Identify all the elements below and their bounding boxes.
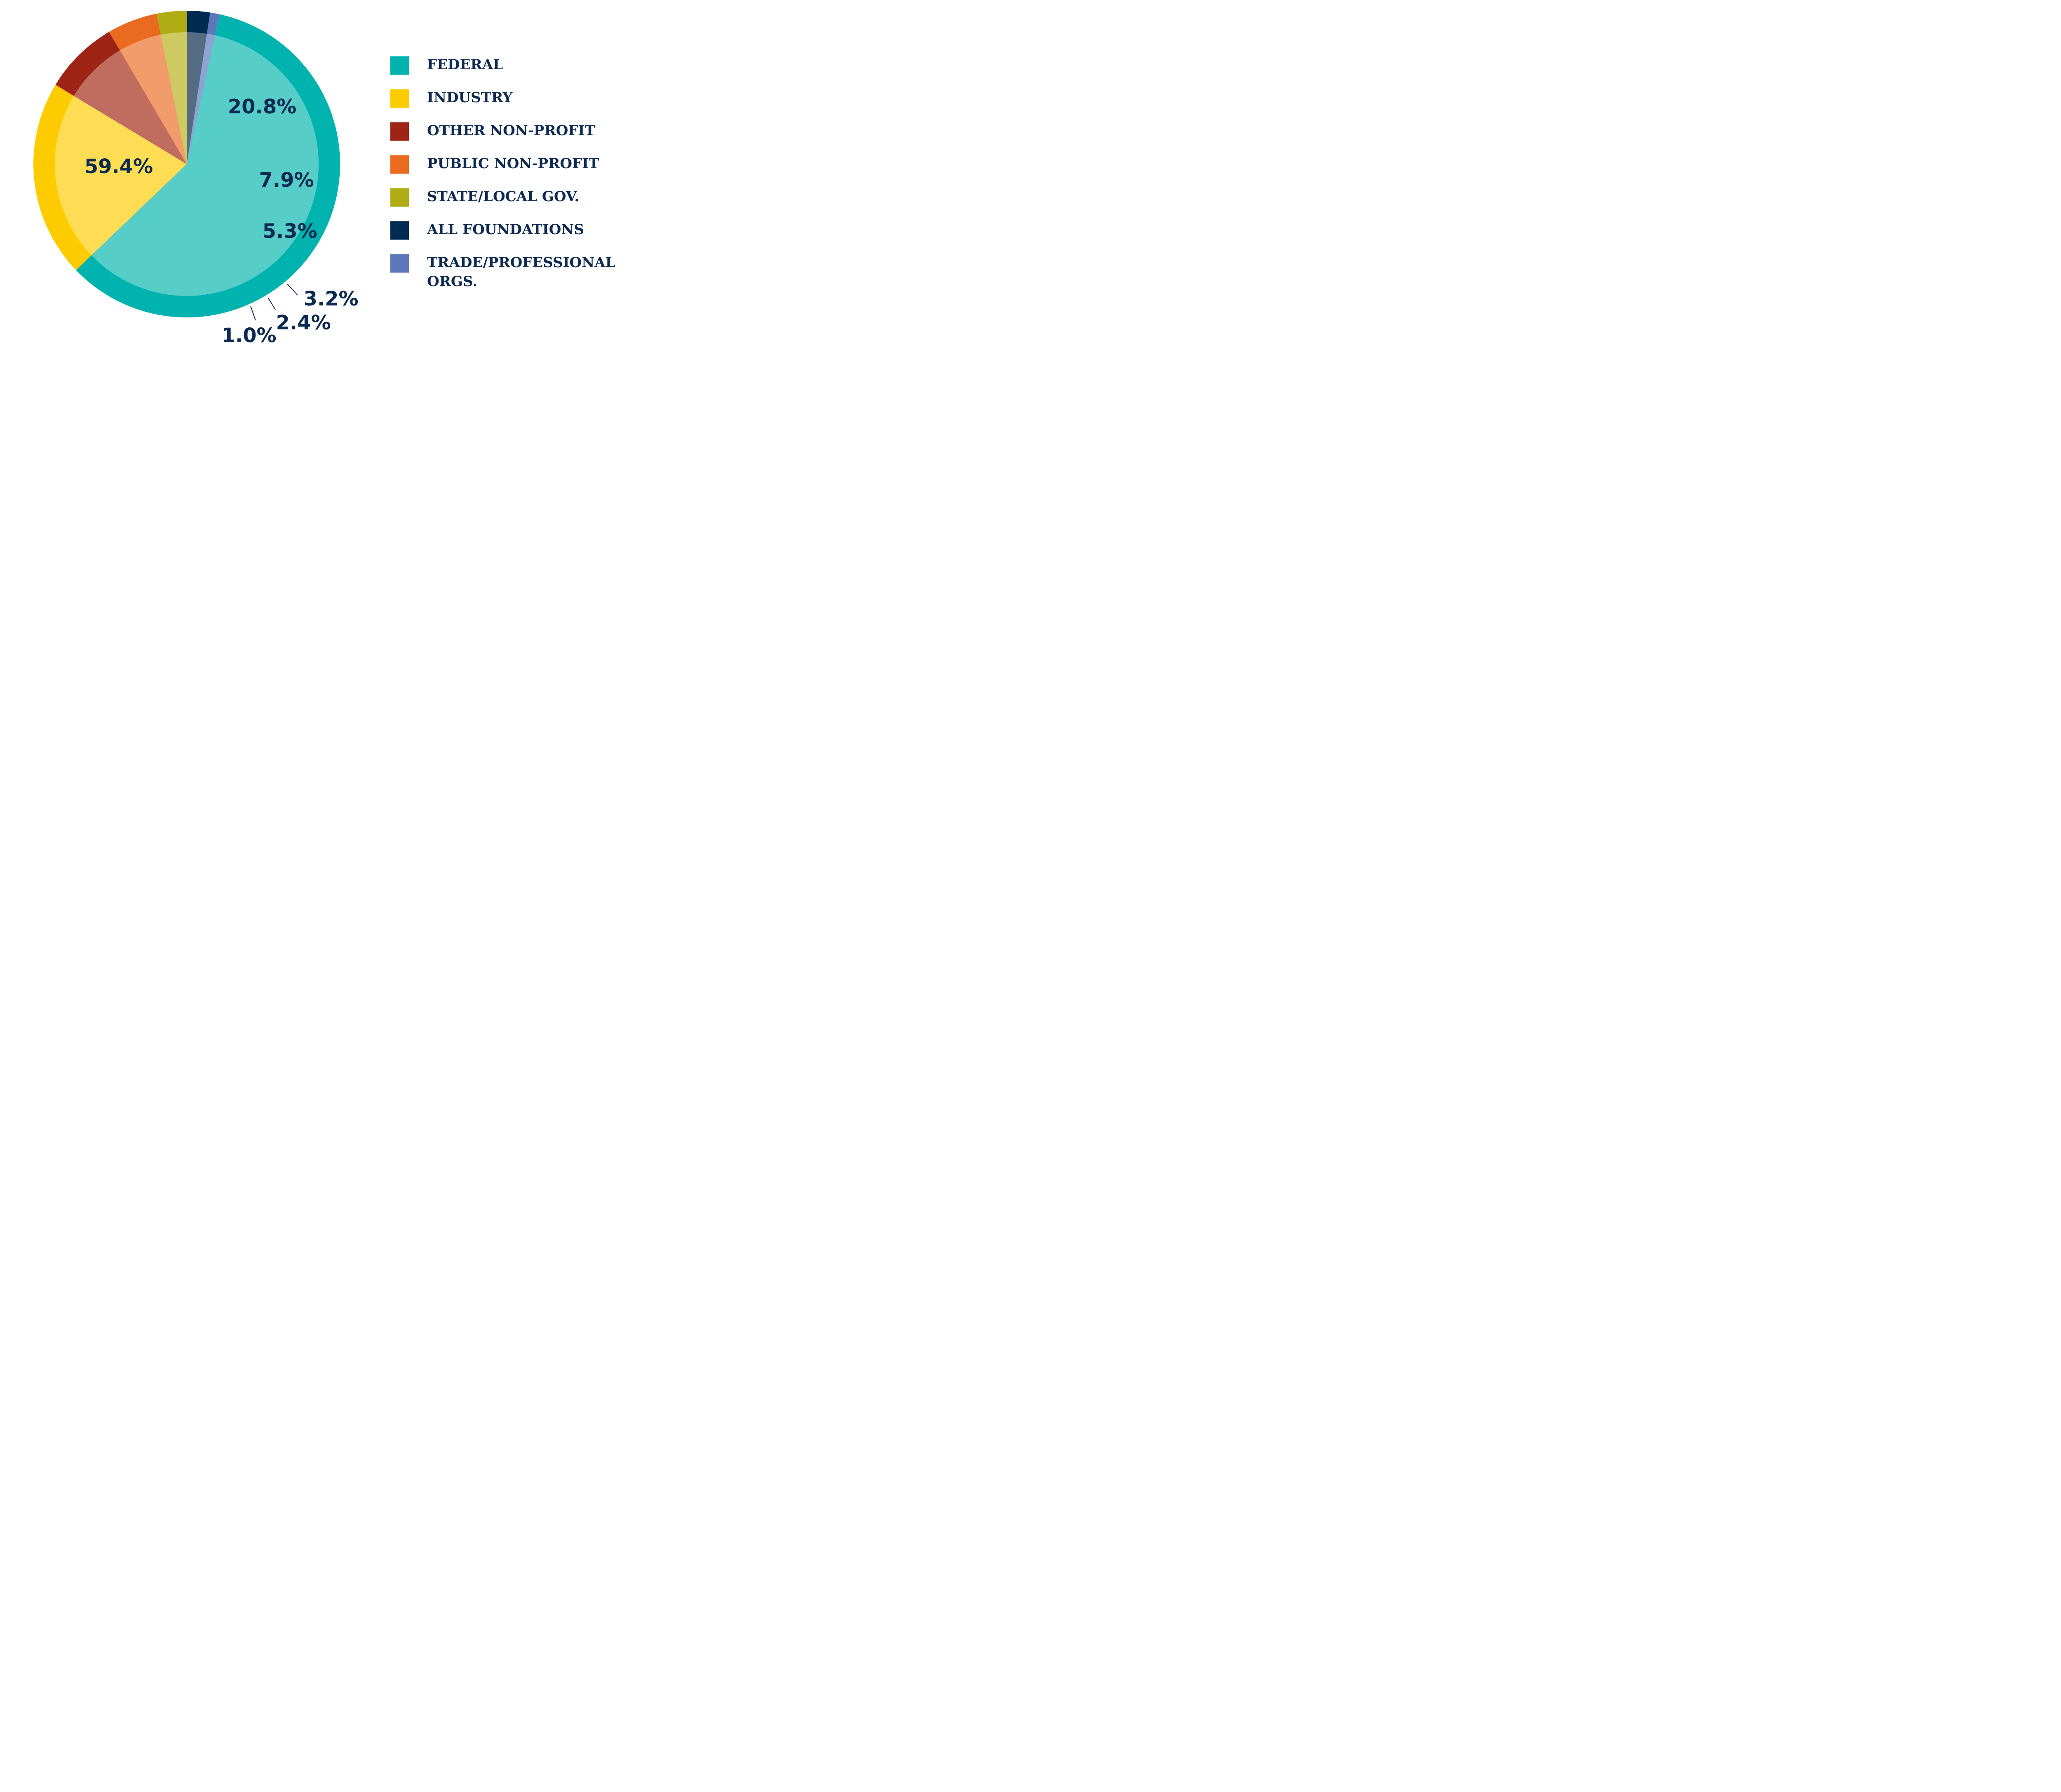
label-state-local-gov: 3.2% [303, 287, 358, 310]
legend-label-state-local-gov: STATE/LOCAL GOV. [427, 188, 579, 205]
legend-label-trade-professional-line2: ORGS. [427, 273, 477, 290]
label-other-non-profit: 7.9% [259, 169, 314, 192]
legend-swatch-state-local-gov [390, 188, 409, 207]
legend-swatch-trade-professional [390, 254, 409, 273]
leader-line-state-local-gov [287, 284, 298, 296]
slice-labels: 59.4% 20.8% 7.9% 5.3% 3.2%2.4%1.0% [85, 95, 359, 347]
legend-label-other-non-profit: OTHER NON-PROFIT [427, 122, 595, 139]
pie-slices [33, 10, 340, 318]
leader-line-trade-professional-orgs [250, 306, 256, 321]
slice-inner-state-local-gov [160, 32, 187, 164]
slice-inner-all-foundations [187, 32, 207, 164]
label-trade-professional-orgs: 1.0% [221, 324, 276, 347]
slice-inner-federal [91, 35, 319, 296]
slice-inner-industry [54, 96, 187, 256]
label-all-foundations: 2.4% [276, 311, 331, 334]
slice-inner-trade-professional-orgs [187, 33, 215, 164]
pie-chart: 59.4% 20.8% 7.9% 5.3% 3.2%2.4%1.0% FEDERAL IN… [33, 10, 615, 347]
label-public-non-profit: 5.3% [262, 220, 317, 243]
legend-label-public-non-profit: PUBLIC NON-PROFIT [427, 155, 599, 172]
slice-inner-public-non-profit [120, 35, 187, 164]
leader-line-all-foundations [268, 297, 276, 310]
legend-swatch-all-foundations [390, 221, 409, 240]
leader-lines [250, 284, 298, 321]
legend-swatch-other-non-profit [390, 122, 409, 141]
legend-label-industry: INDUSTRY [427, 89, 513, 106]
legend-label-trade-professional: TRADE/PROFESSIONAL [427, 254, 615, 271]
legend-label-all-foundations: ALL FOUNDATIONS [427, 221, 584, 238]
legend: FEDERAL INDUSTRY OTHER NON-PROFIT PUBLIC NO… [390, 56, 615, 290]
legend-swatch-federal [390, 56, 409, 75]
label-federal: 59.4% [85, 155, 153, 178]
label-industry: 20.8% [228, 95, 297, 118]
legend-swatch-industry [390, 89, 409, 108]
legend-swatch-public-non-profit [390, 155, 409, 174]
legend-label-federal: FEDERAL [427, 56, 503, 73]
slice-inner-other-non-profit [74, 50, 187, 164]
